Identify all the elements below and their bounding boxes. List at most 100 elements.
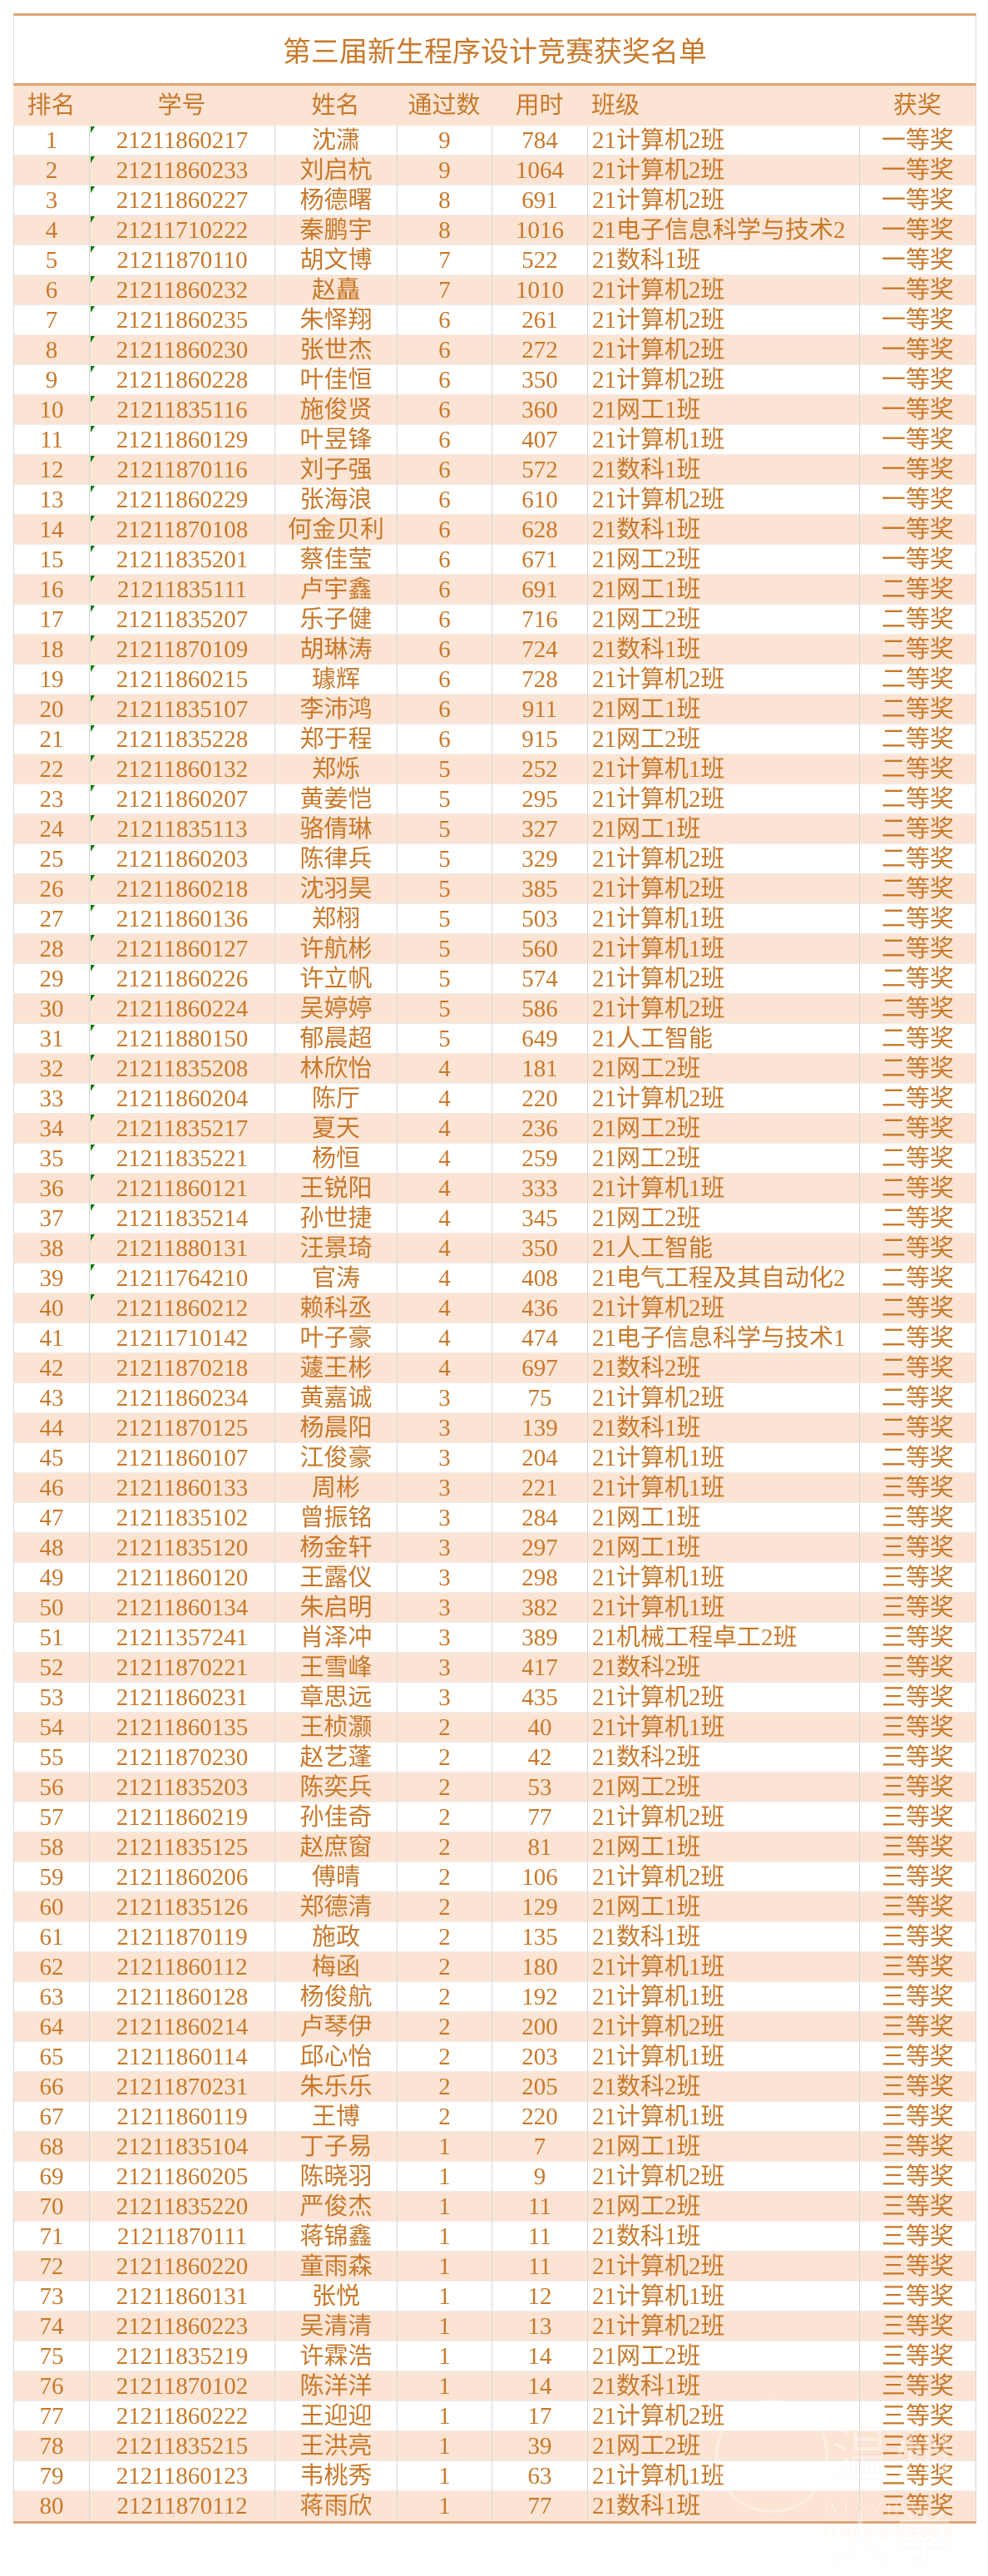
cell-rank[interactable]: 8 (13, 335, 89, 365)
cell-award[interactable]: 三等奖 (859, 2012, 976, 2042)
cell-rank[interactable]: 51 (13, 1623, 89, 1653)
cell-time[interactable]: 135 (492, 1922, 587, 1952)
cell-time[interactable]: 1064 (492, 156, 587, 185)
cell-passed[interactable]: 5 (397, 814, 492, 844)
cell-award[interactable]: 二等奖 (859, 1234, 976, 1263)
cell-name[interactable]: 杨恒 (274, 1144, 397, 1174)
cell-class[interactable]: 21网工2班 (587, 2431, 859, 2461)
cell-rank[interactable]: 12 (13, 455, 89, 485)
cell-name[interactable]: 王博 (274, 2102, 397, 2132)
cell-name[interactable]: 陈律兵 (274, 844, 397, 874)
cell-student-id[interactable]: 21211880131 (89, 1234, 274, 1263)
cell-award[interactable]: 三等奖 (859, 1623, 976, 1653)
cell-passed[interactable]: 6 (397, 545, 492, 575)
cell-award[interactable]: 三等奖 (859, 2162, 976, 2192)
cell-time[interactable]: 522 (492, 245, 587, 275)
cell-name[interactable]: 张悦 (274, 2282, 397, 2311)
cell-award[interactable]: 二等奖 (859, 754, 976, 784)
cell-time[interactable]: 203 (492, 2042, 587, 2072)
cell-class[interactable]: 21计算机2班 (587, 1084, 859, 1114)
cell-award[interactable]: 三等奖 (859, 1683, 976, 1713)
cell-name[interactable]: 蒋锦鑫 (274, 2222, 397, 2252)
cell-student-id[interactable]: 21211835214 (89, 1204, 274, 1234)
cell-class[interactable]: 21计算机2班 (587, 1683, 859, 1713)
cell-rank[interactable]: 45 (13, 1443, 89, 1473)
cell-student-id[interactable]: 21211357241 (89, 1623, 274, 1653)
cell-student-id[interactable]: 21211870111 (89, 2222, 274, 2252)
cell-student-id[interactable]: 21211860127 (89, 934, 274, 964)
cell-class[interactable]: 21计算机1班 (587, 754, 859, 784)
cell-name[interactable]: 赵矗 (274, 275, 397, 305)
cell-student-id[interactable]: 21211870109 (89, 635, 274, 665)
cell-award[interactable]: 二等奖 (859, 1054, 976, 1084)
cell-rank[interactable]: 30 (13, 994, 89, 1024)
cell-rank[interactable]: 9 (13, 365, 89, 395)
cell-rank[interactable]: 11 (13, 425, 89, 455)
cell-name[interactable]: 朱启明 (274, 1593, 397, 1623)
cell-award[interactable]: 二等奖 (859, 1204, 976, 1234)
cell-passed[interactable]: 3 (397, 1563, 492, 1593)
cell-student-id[interactable]: 21211860132 (89, 754, 274, 784)
cell-name[interactable]: 丁子易 (274, 2132, 397, 2162)
cell-passed[interactable]: 6 (397, 515, 492, 545)
cell-award[interactable]: 三等奖 (859, 1713, 976, 1743)
cell-student-id[interactable]: 21211835228 (89, 724, 274, 754)
cell-student-id[interactable]: 21211860232 (89, 275, 274, 305)
cell-rank[interactable]: 22 (13, 754, 89, 784)
cell-rank[interactable]: 38 (13, 1234, 89, 1263)
cell-award[interactable]: 二等奖 (859, 1084, 976, 1114)
cell-passed[interactable]: 6 (397, 365, 492, 395)
header-rank[interactable]: 排名 (27, 92, 76, 119)
cell-passed[interactable]: 5 (397, 754, 492, 784)
cell-award[interactable]: 一等奖 (859, 485, 976, 515)
cell-time[interactable]: 1010 (492, 275, 587, 305)
cell-award[interactable]: 三等奖 (859, 1533, 976, 1563)
cell-award[interactable]: 二等奖 (859, 1144, 976, 1174)
cell-time[interactable]: 11 (492, 2192, 587, 2222)
header-name[interactable]: 姓名 (311, 92, 360, 119)
cell-passed[interactable]: 3 (397, 1533, 492, 1563)
cell-name[interactable]: 韦桃秀 (274, 2461, 397, 2491)
cell-name[interactable]: 赖科丞 (274, 1293, 397, 1323)
cell-time[interactable]: 77 (492, 2491, 587, 2521)
cell-rank[interactable]: 32 (13, 1054, 89, 1084)
cell-time[interactable]: 697 (492, 1353, 587, 1383)
cell-time[interactable]: 192 (492, 1982, 587, 2012)
cell-passed[interactable]: 3 (397, 1473, 492, 1503)
cell-class[interactable]: 21数科1班 (587, 2222, 859, 2252)
cell-passed[interactable]: 5 (397, 784, 492, 814)
cell-student-id[interactable]: 21211860233 (89, 156, 274, 185)
cell-class[interactable]: 21网工2班 (587, 2341, 859, 2371)
cell-rank[interactable]: 5 (13, 245, 89, 275)
cell-rank[interactable]: 24 (13, 814, 89, 844)
cell-class[interactable]: 21网工1班 (587, 2132, 859, 2162)
cell-time[interactable]: 389 (492, 1623, 587, 1653)
cell-award[interactable]: 三等奖 (859, 2371, 976, 2401)
cell-time[interactable]: 671 (492, 545, 587, 575)
cell-award[interactable]: 二等奖 (859, 874, 976, 904)
cell-name[interactable]: 梅函 (274, 1952, 397, 1982)
cell-time[interactable]: 417 (492, 1653, 587, 1683)
cell-passed[interactable]: 1 (397, 2192, 492, 2222)
cell-award[interactable]: 三等奖 (859, 2102, 976, 2132)
cell-rank[interactable]: 53 (13, 1683, 89, 1713)
cell-rank[interactable]: 61 (13, 1922, 89, 1952)
cell-student-id[interactable]: 21211860218 (89, 874, 274, 904)
cell-award[interactable]: 三等奖 (859, 1473, 976, 1503)
cell-passed[interactable]: 9 (397, 126, 492, 156)
cell-rank[interactable]: 44 (13, 1413, 89, 1443)
cell-student-id[interactable]: 21211860135 (89, 1713, 274, 1743)
cell-time[interactable]: 13 (492, 2311, 587, 2341)
cell-rank[interactable]: 76 (13, 2371, 89, 2401)
cell-name[interactable]: 陈洋洋 (274, 2371, 397, 2401)
cell-time[interactable]: 407 (492, 425, 587, 455)
cell-name[interactable]: 郁晨超 (274, 1024, 397, 1054)
cell-passed[interactable]: 6 (397, 665, 492, 695)
cell-class[interactable]: 21数科2班 (587, 1743, 859, 1773)
cell-passed[interactable]: 4 (397, 1174, 492, 1204)
cell-name[interactable]: 卢琴伊 (274, 2012, 397, 2042)
cell-class[interactable]: 21数科2班 (587, 1653, 859, 1683)
cell-passed[interactable]: 6 (397, 395, 492, 425)
cell-class[interactable]: 21计算机2班 (587, 874, 859, 904)
cell-name[interactable]: 施俊贤 (274, 395, 397, 425)
